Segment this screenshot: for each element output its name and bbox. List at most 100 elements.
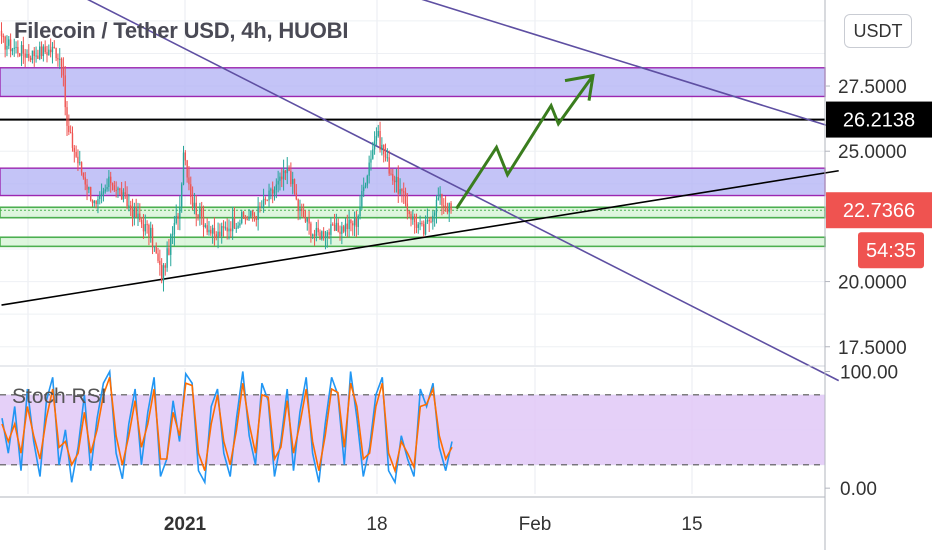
candle (273, 186, 276, 201)
candle-body (35, 55, 37, 57)
candle-body (168, 248, 170, 255)
candle-body (348, 219, 350, 230)
candle (111, 182, 114, 191)
candle (93, 200, 96, 207)
candle (432, 210, 434, 230)
candle (392, 169, 394, 185)
candle (126, 186, 128, 210)
candle-body (175, 215, 177, 224)
candle (135, 198, 137, 218)
price-label: 54:35 (866, 240, 916, 262)
osc-y-tick-label: 0.00 (840, 479, 877, 500)
candle (284, 170, 287, 181)
candle-body (381, 144, 383, 150)
candle-body (319, 232, 321, 240)
candle (375, 127, 378, 146)
candle-body (393, 180, 396, 183)
candle (341, 221, 343, 245)
candle (33, 47, 35, 67)
candle (210, 225, 212, 236)
candle-body (350, 219, 352, 224)
candle-body (217, 231, 219, 238)
candle (28, 44, 30, 62)
candle (401, 188, 403, 203)
trendline (1, 169, 839, 306)
candle-body (379, 131, 381, 150)
candle-body (29, 57, 32, 60)
candle (97, 195, 99, 214)
candle-body (66, 107, 68, 126)
candle-body (326, 232, 328, 238)
candle (140, 217, 143, 229)
candle-body (89, 187, 92, 201)
candle (335, 213, 338, 231)
candle (86, 178, 88, 201)
candle (242, 210, 245, 220)
candle-body (253, 215, 256, 217)
candle (137, 202, 139, 226)
candle-body (191, 196, 194, 207)
candle (381, 137, 383, 156)
candle-body (82, 172, 85, 178)
candle (204, 223, 207, 229)
candle-body (255, 216, 257, 220)
candle (130, 200, 132, 216)
candle-body (439, 193, 441, 198)
candle (430, 216, 432, 224)
candle-body (261, 207, 263, 209)
candle (222, 220, 225, 237)
candle-body (441, 193, 443, 206)
candle-body (213, 227, 216, 235)
y-tick-label: 25.0000 (838, 142, 907, 163)
candle-body (206, 225, 208, 233)
candle (55, 47, 57, 62)
currency-button[interactable]: USDT (844, 14, 912, 48)
candle (372, 141, 374, 160)
candle (328, 228, 330, 239)
x-tick-label: Feb (519, 514, 552, 535)
candle (384, 143, 387, 162)
candle-body (91, 200, 94, 204)
candle-body (208, 229, 210, 233)
candle (71, 126, 74, 152)
candle-body (106, 186, 108, 190)
candle-body (257, 206, 259, 220)
candle-body (359, 206, 361, 216)
candle-body (399, 189, 401, 194)
x-tick-label: 18 (366, 514, 387, 535)
candle-body (79, 162, 81, 164)
candle (315, 222, 318, 242)
candle (115, 181, 117, 198)
candle (100, 183, 103, 204)
candle (352, 220, 354, 236)
candle (286, 157, 288, 185)
candle-body (199, 208, 201, 218)
candle (77, 149, 79, 171)
price-zone (0, 167, 826, 197)
candle-body (321, 231, 323, 240)
candle-body (412, 216, 414, 220)
candle-body (193, 202, 196, 207)
candle (295, 184, 298, 201)
candle (159, 249, 161, 276)
candle (224, 221, 227, 231)
candle-body (424, 222, 427, 235)
candle (51, 42, 54, 64)
candle-body (251, 210, 254, 216)
candle-body (408, 211, 410, 215)
candle-body (140, 220, 143, 225)
candle-body (281, 176, 283, 180)
candle (80, 161, 83, 176)
candle-body (241, 212, 243, 224)
candle-body (124, 192, 126, 195)
candle (231, 206, 234, 240)
arrow-head (564, 73, 595, 101)
candle-body (68, 125, 70, 133)
candle (413, 213, 416, 234)
candle-body (337, 222, 339, 232)
price-label: 22.7366 (843, 200, 915, 222)
candle (184, 150, 187, 166)
candle-body (419, 222, 421, 225)
projection-arrow (455, 73, 595, 210)
